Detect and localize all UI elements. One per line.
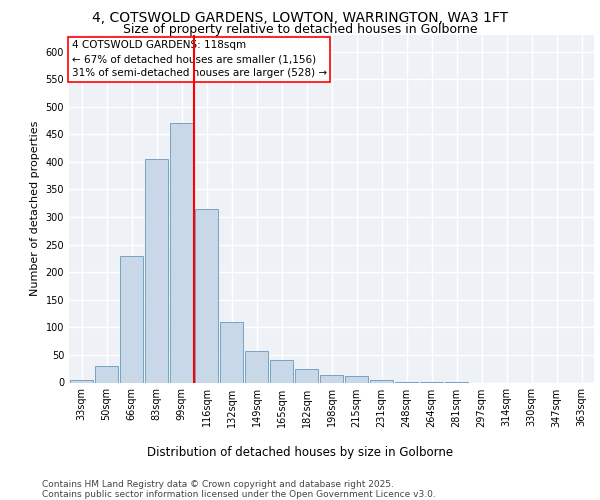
Text: 4, COTSWOLD GARDENS, LOWTON, WARRINGTON, WA3 1FT: 4, COTSWOLD GARDENS, LOWTON, WARRINGTON,…: [92, 12, 508, 26]
Bar: [245, 351, 268, 382]
Bar: [270, 360, 293, 382]
Y-axis label: Number of detached properties: Number of detached properties: [30, 121, 40, 296]
Bar: [145, 159, 168, 382]
Text: Distribution of detached houses by size in Golborne: Distribution of detached houses by size …: [147, 446, 453, 459]
Bar: [295, 368, 318, 382]
Text: Contains HM Land Registry data © Crown copyright and database right 2025.
Contai: Contains HM Land Registry data © Crown c…: [42, 480, 436, 499]
Bar: [370, 380, 393, 382]
Bar: [195, 209, 218, 382]
Text: Size of property relative to detached houses in Golborne: Size of property relative to detached ho…: [123, 22, 477, 36]
Text: 4 COTSWOLD GARDENS: 118sqm
← 67% of detached houses are smaller (1,156)
31% of s: 4 COTSWOLD GARDENS: 118sqm ← 67% of deta…: [71, 40, 327, 78]
Bar: [120, 256, 143, 382]
Bar: [95, 366, 118, 382]
Bar: [220, 322, 243, 382]
Bar: [170, 124, 193, 382]
Bar: [320, 375, 343, 382]
Bar: [345, 376, 368, 382]
Bar: [70, 380, 93, 382]
